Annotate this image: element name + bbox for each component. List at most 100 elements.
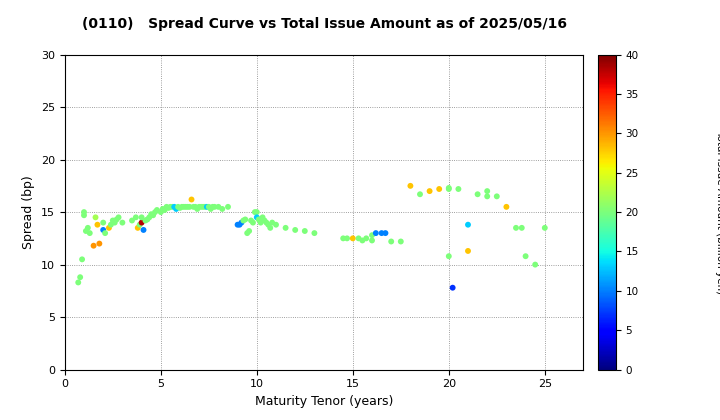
Point — [194, 203, 205, 210]
Point — [520, 253, 531, 260]
Point — [105, 221, 117, 228]
Point — [145, 211, 157, 218]
Point — [433, 186, 445, 192]
Point — [73, 279, 84, 286]
Point — [97, 226, 109, 233]
Point — [134, 221, 145, 228]
Point — [82, 224, 94, 231]
Point — [280, 224, 292, 231]
Point — [443, 186, 454, 192]
Point — [74, 274, 86, 281]
Point — [356, 237, 368, 244]
Point — [111, 216, 122, 223]
Point — [189, 203, 201, 210]
Point — [178, 203, 189, 210]
Point — [180, 203, 192, 210]
Point — [182, 203, 194, 210]
Point — [309, 230, 320, 236]
Point — [192, 205, 203, 212]
Point — [94, 240, 105, 247]
Point — [247, 219, 258, 226]
Point — [186, 196, 197, 203]
Point — [168, 203, 180, 210]
Point — [258, 217, 270, 224]
Point — [241, 230, 253, 236]
Point — [109, 219, 120, 226]
Point — [491, 193, 503, 199]
Point — [424, 188, 436, 194]
Point — [107, 217, 119, 224]
Point — [266, 219, 278, 226]
Point — [516, 224, 528, 231]
Point — [176, 203, 188, 210]
Point — [222, 203, 234, 210]
Point — [171, 205, 182, 212]
Point — [201, 203, 212, 210]
Point — [157, 205, 168, 212]
Point — [482, 188, 493, 194]
Point — [78, 212, 90, 218]
Point — [140, 217, 151, 224]
Point — [246, 217, 257, 224]
Point — [197, 203, 209, 210]
Point — [240, 216, 251, 223]
Point — [136, 219, 148, 226]
Point — [299, 228, 310, 234]
Point — [270, 221, 282, 228]
Point — [117, 219, 128, 226]
Text: (0110)   Spread Curve vs Total Issue Amount as of 2025/05/16: (0110) Spread Curve vs Total Issue Amoun… — [81, 17, 567, 31]
Point — [235, 219, 247, 226]
Point — [90, 214, 102, 221]
Point — [376, 230, 387, 236]
Point — [249, 209, 261, 215]
Point — [482, 193, 493, 199]
Point — [136, 214, 148, 221]
Point — [472, 191, 483, 197]
Point — [405, 182, 416, 189]
Point — [217, 205, 228, 212]
Point — [78, 209, 90, 215]
Point — [143, 214, 155, 221]
Point — [370, 230, 382, 236]
Point — [379, 230, 391, 236]
Point — [251, 214, 263, 221]
Y-axis label: Spread (bp): Spread (bp) — [22, 175, 35, 249]
Point — [238, 217, 249, 224]
Point — [341, 235, 353, 242]
Point — [195, 203, 207, 210]
Y-axis label: Total Issue Amount (billion yen): Total Issue Amount (billion yen) — [715, 130, 720, 294]
Point — [165, 203, 176, 210]
Point — [261, 219, 272, 226]
Point — [113, 214, 125, 221]
Point — [338, 235, 349, 242]
Point — [149, 209, 161, 215]
Point — [163, 205, 174, 211]
Point — [209, 203, 220, 210]
Point — [385, 238, 397, 245]
Point — [205, 205, 217, 212]
Point — [263, 221, 274, 228]
Point — [80, 228, 91, 234]
Point — [462, 221, 474, 228]
Point — [199, 203, 211, 210]
Point — [443, 184, 454, 191]
Point — [103, 224, 114, 231]
Point — [132, 224, 143, 231]
Point — [155, 209, 166, 215]
Point — [264, 224, 276, 231]
Point — [91, 221, 103, 228]
Point — [84, 230, 96, 236]
Point — [203, 203, 215, 210]
Point — [148, 212, 159, 218]
Point — [126, 217, 138, 224]
Point — [130, 214, 142, 221]
Point — [366, 232, 378, 239]
Point — [159, 207, 171, 213]
Point — [255, 219, 266, 226]
Point — [142, 216, 153, 223]
Point — [251, 209, 263, 215]
Point — [414, 191, 426, 197]
Point — [257, 214, 269, 221]
Point — [443, 253, 454, 260]
Point — [232, 221, 243, 228]
